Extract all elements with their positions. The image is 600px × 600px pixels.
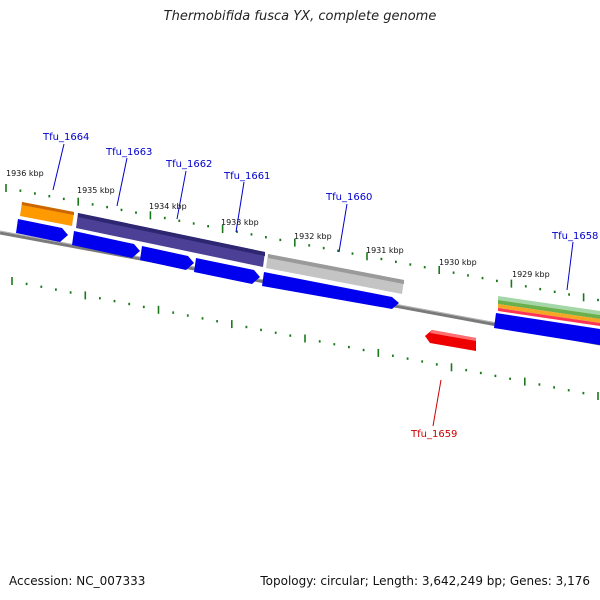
- kbp-label: 1933 kbp: [221, 218, 259, 227]
- orange-feature[interactable]: [20, 202, 74, 226]
- gene-label-tfu-1663[interactable]: Tfu_1663: [105, 147, 152, 158]
- orange-feature-shade: [22, 202, 74, 215]
- outer-tick-row: [5, 184, 599, 302]
- kbp-label: 1935 kbp: [77, 186, 115, 195]
- multicolor-feature[interactable]: [498, 296, 600, 326]
- purple-feature-shade: [78, 213, 265, 256]
- gene-arrow-tfu-1662-a[interactable]: [140, 246, 194, 270]
- gene-label-tfu-1659[interactable]: Tfu_1659: [410, 429, 457, 440]
- inner-tick-row: [11, 277, 599, 400]
- purple-feature[interactable]: [76, 213, 265, 267]
- gene-label-tfu-1662[interactable]: Tfu_1662: [165, 159, 212, 170]
- map-title: Thermobifida fusca YX, complete genome: [163, 9, 437, 24]
- gene-arrow-tfu-1660[interactable]: [262, 272, 399, 309]
- gene-label-tfu-1661[interactable]: Tfu_1661: [223, 171, 270, 182]
- accession-text: Accession: NC_007333: [9, 574, 146, 588]
- gray-feature-shade: [268, 254, 404, 284]
- gene-label-tfu-1658[interactable]: Tfu_1658: [551, 231, 598, 242]
- gene-arrow-tfu-1659[interactable]: [425, 330, 476, 351]
- gene-arrow-tfu-1664[interactable]: [16, 219, 68, 242]
- gene-label-tfu-1664[interactable]: Tfu_1664: [42, 132, 89, 143]
- gene-arrow-tfu-1663[interactable]: [72, 231, 140, 258]
- kbp-label: 1931 kbp: [366, 246, 404, 255]
- kbp-label: 1930 kbp: [439, 258, 477, 267]
- gene-label-tfu-1660[interactable]: Tfu_1660: [325, 192, 372, 203]
- gene-arrow-tfu-1662-b[interactable]: [194, 258, 260, 284]
- gene-arrow-tfu-1659-shade: [430, 330, 476, 341]
- kbp-label: 1932 kbp: [294, 232, 332, 241]
- forward-gene-track: [16, 219, 600, 345]
- kbp-labels: 1936 kbp 1935 kbp 1934 kbp 1933 kbp 1932…: [6, 169, 550, 279]
- genome-stats-text: Topology: circular; Length: 3,642,249 bp…: [260, 574, 590, 588]
- gene-leader-lines: [52, 143, 574, 427]
- gene-arrow-tfu-1658[interactable]: [494, 313, 600, 345]
- feature-track: [20, 202, 600, 326]
- gene-labels: Tfu_1664 Tfu_1663 Tfu_1662 Tfu_1661 Tfu_…: [42, 132, 598, 440]
- kbp-label: 1936 kbp: [6, 169, 44, 178]
- kbp-label: 1934 kbp: [149, 202, 187, 211]
- kbp-label: 1929 kbp: [512, 270, 550, 279]
